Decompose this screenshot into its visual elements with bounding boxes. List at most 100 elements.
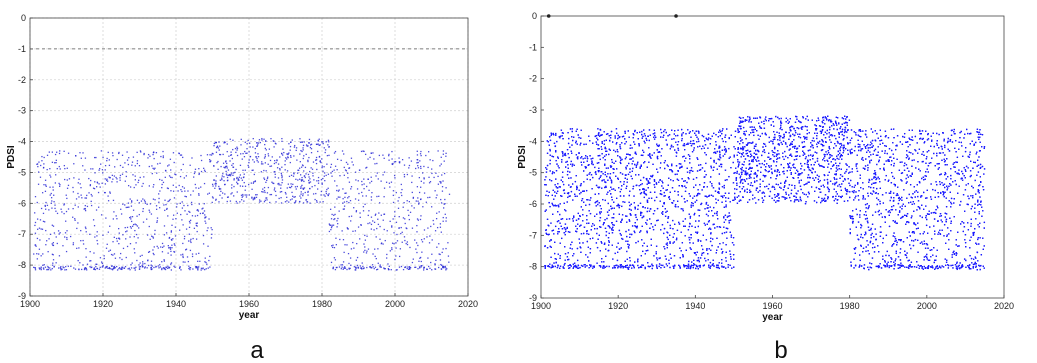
data-point <box>122 166 124 168</box>
data-point <box>115 215 117 217</box>
data-point <box>380 180 382 182</box>
data-point <box>437 150 439 152</box>
data-point <box>158 201 160 203</box>
data-point <box>203 167 205 170</box>
data-point <box>155 152 158 154</box>
data-point <box>210 154 213 156</box>
data-point <box>447 255 450 257</box>
data-point <box>153 253 155 256</box>
data-point <box>326 188 328 191</box>
data-point <box>153 168 155 170</box>
data-point <box>64 236 66 238</box>
data-point <box>41 192 44 194</box>
data-point <box>281 177 283 179</box>
data-point <box>247 139 249 142</box>
data-point <box>178 184 180 187</box>
data-point <box>127 184 130 187</box>
data-point <box>395 247 397 249</box>
data-point <box>428 265 430 268</box>
data-point <box>34 195 37 198</box>
data-point <box>279 169 281 171</box>
data-point <box>171 239 173 241</box>
data-point <box>273 171 275 173</box>
data-point <box>377 268 379 270</box>
data-point <box>267 176 269 178</box>
data-point <box>122 203 124 205</box>
data-point <box>177 190 179 192</box>
data-point <box>253 196 256 199</box>
data-point <box>230 154 232 156</box>
data-point <box>123 267 126 269</box>
data-point <box>368 189 370 191</box>
data-point <box>149 203 152 205</box>
data-point <box>181 207 184 209</box>
data-point <box>246 194 248 196</box>
data-point <box>46 268 48 271</box>
data-point <box>37 183 40 185</box>
data-point <box>55 162 57 164</box>
data-point <box>416 162 418 164</box>
data-point <box>138 165 141 167</box>
data-point <box>33 253 35 255</box>
data-point <box>442 248 444 250</box>
data-point <box>286 170 289 172</box>
data-point <box>441 174 443 176</box>
data-point <box>170 169 172 171</box>
data-point <box>154 167 156 169</box>
data-point <box>56 242 58 245</box>
data-point <box>431 206 433 208</box>
data-point <box>242 195 244 197</box>
data-point <box>124 162 126 164</box>
data-point <box>327 187 329 189</box>
data-point <box>65 194 67 196</box>
data-point <box>35 245 37 247</box>
data-point <box>403 236 406 238</box>
data-point <box>144 266 146 268</box>
data-point <box>370 228 373 230</box>
data-point <box>429 267 431 269</box>
data-point <box>99 167 101 170</box>
data-point <box>406 173 409 176</box>
data-point <box>273 162 276 165</box>
data-point <box>90 204 93 207</box>
data-point <box>347 252 350 255</box>
data-point <box>189 211 191 213</box>
data-point <box>417 197 419 199</box>
data-point <box>171 247 173 249</box>
data-point <box>125 171 127 173</box>
data-point <box>84 157 87 159</box>
data-point <box>119 164 122 167</box>
data-point <box>307 145 309 147</box>
data-point <box>197 260 199 262</box>
data-point <box>448 193 451 195</box>
data-point <box>41 155 43 158</box>
data-point <box>342 198 344 200</box>
data-point <box>155 205 158 207</box>
data-point <box>391 150 393 153</box>
data-point <box>232 148 234 151</box>
data-point <box>104 191 106 194</box>
data-point <box>343 201 346 203</box>
data-point <box>184 261 186 263</box>
data-point <box>84 197 86 199</box>
data-point <box>34 269 37 271</box>
data-point <box>182 253 184 255</box>
data-point <box>445 269 447 271</box>
data-point <box>369 182 371 184</box>
data-point <box>198 172 200 175</box>
data-point <box>108 164 111 167</box>
data-point <box>139 262 141 264</box>
data-point <box>375 175 377 177</box>
data-point <box>210 237 213 239</box>
data-point <box>163 204 165 206</box>
data-point <box>338 189 340 191</box>
data-point <box>411 227 414 229</box>
data-point <box>308 176 310 178</box>
data-point <box>203 182 206 185</box>
data-point <box>38 227 41 229</box>
data-point <box>189 222 191 224</box>
data-point <box>44 204 46 207</box>
data-point <box>434 230 437 232</box>
data-point <box>409 246 411 249</box>
data-point <box>239 185 242 187</box>
